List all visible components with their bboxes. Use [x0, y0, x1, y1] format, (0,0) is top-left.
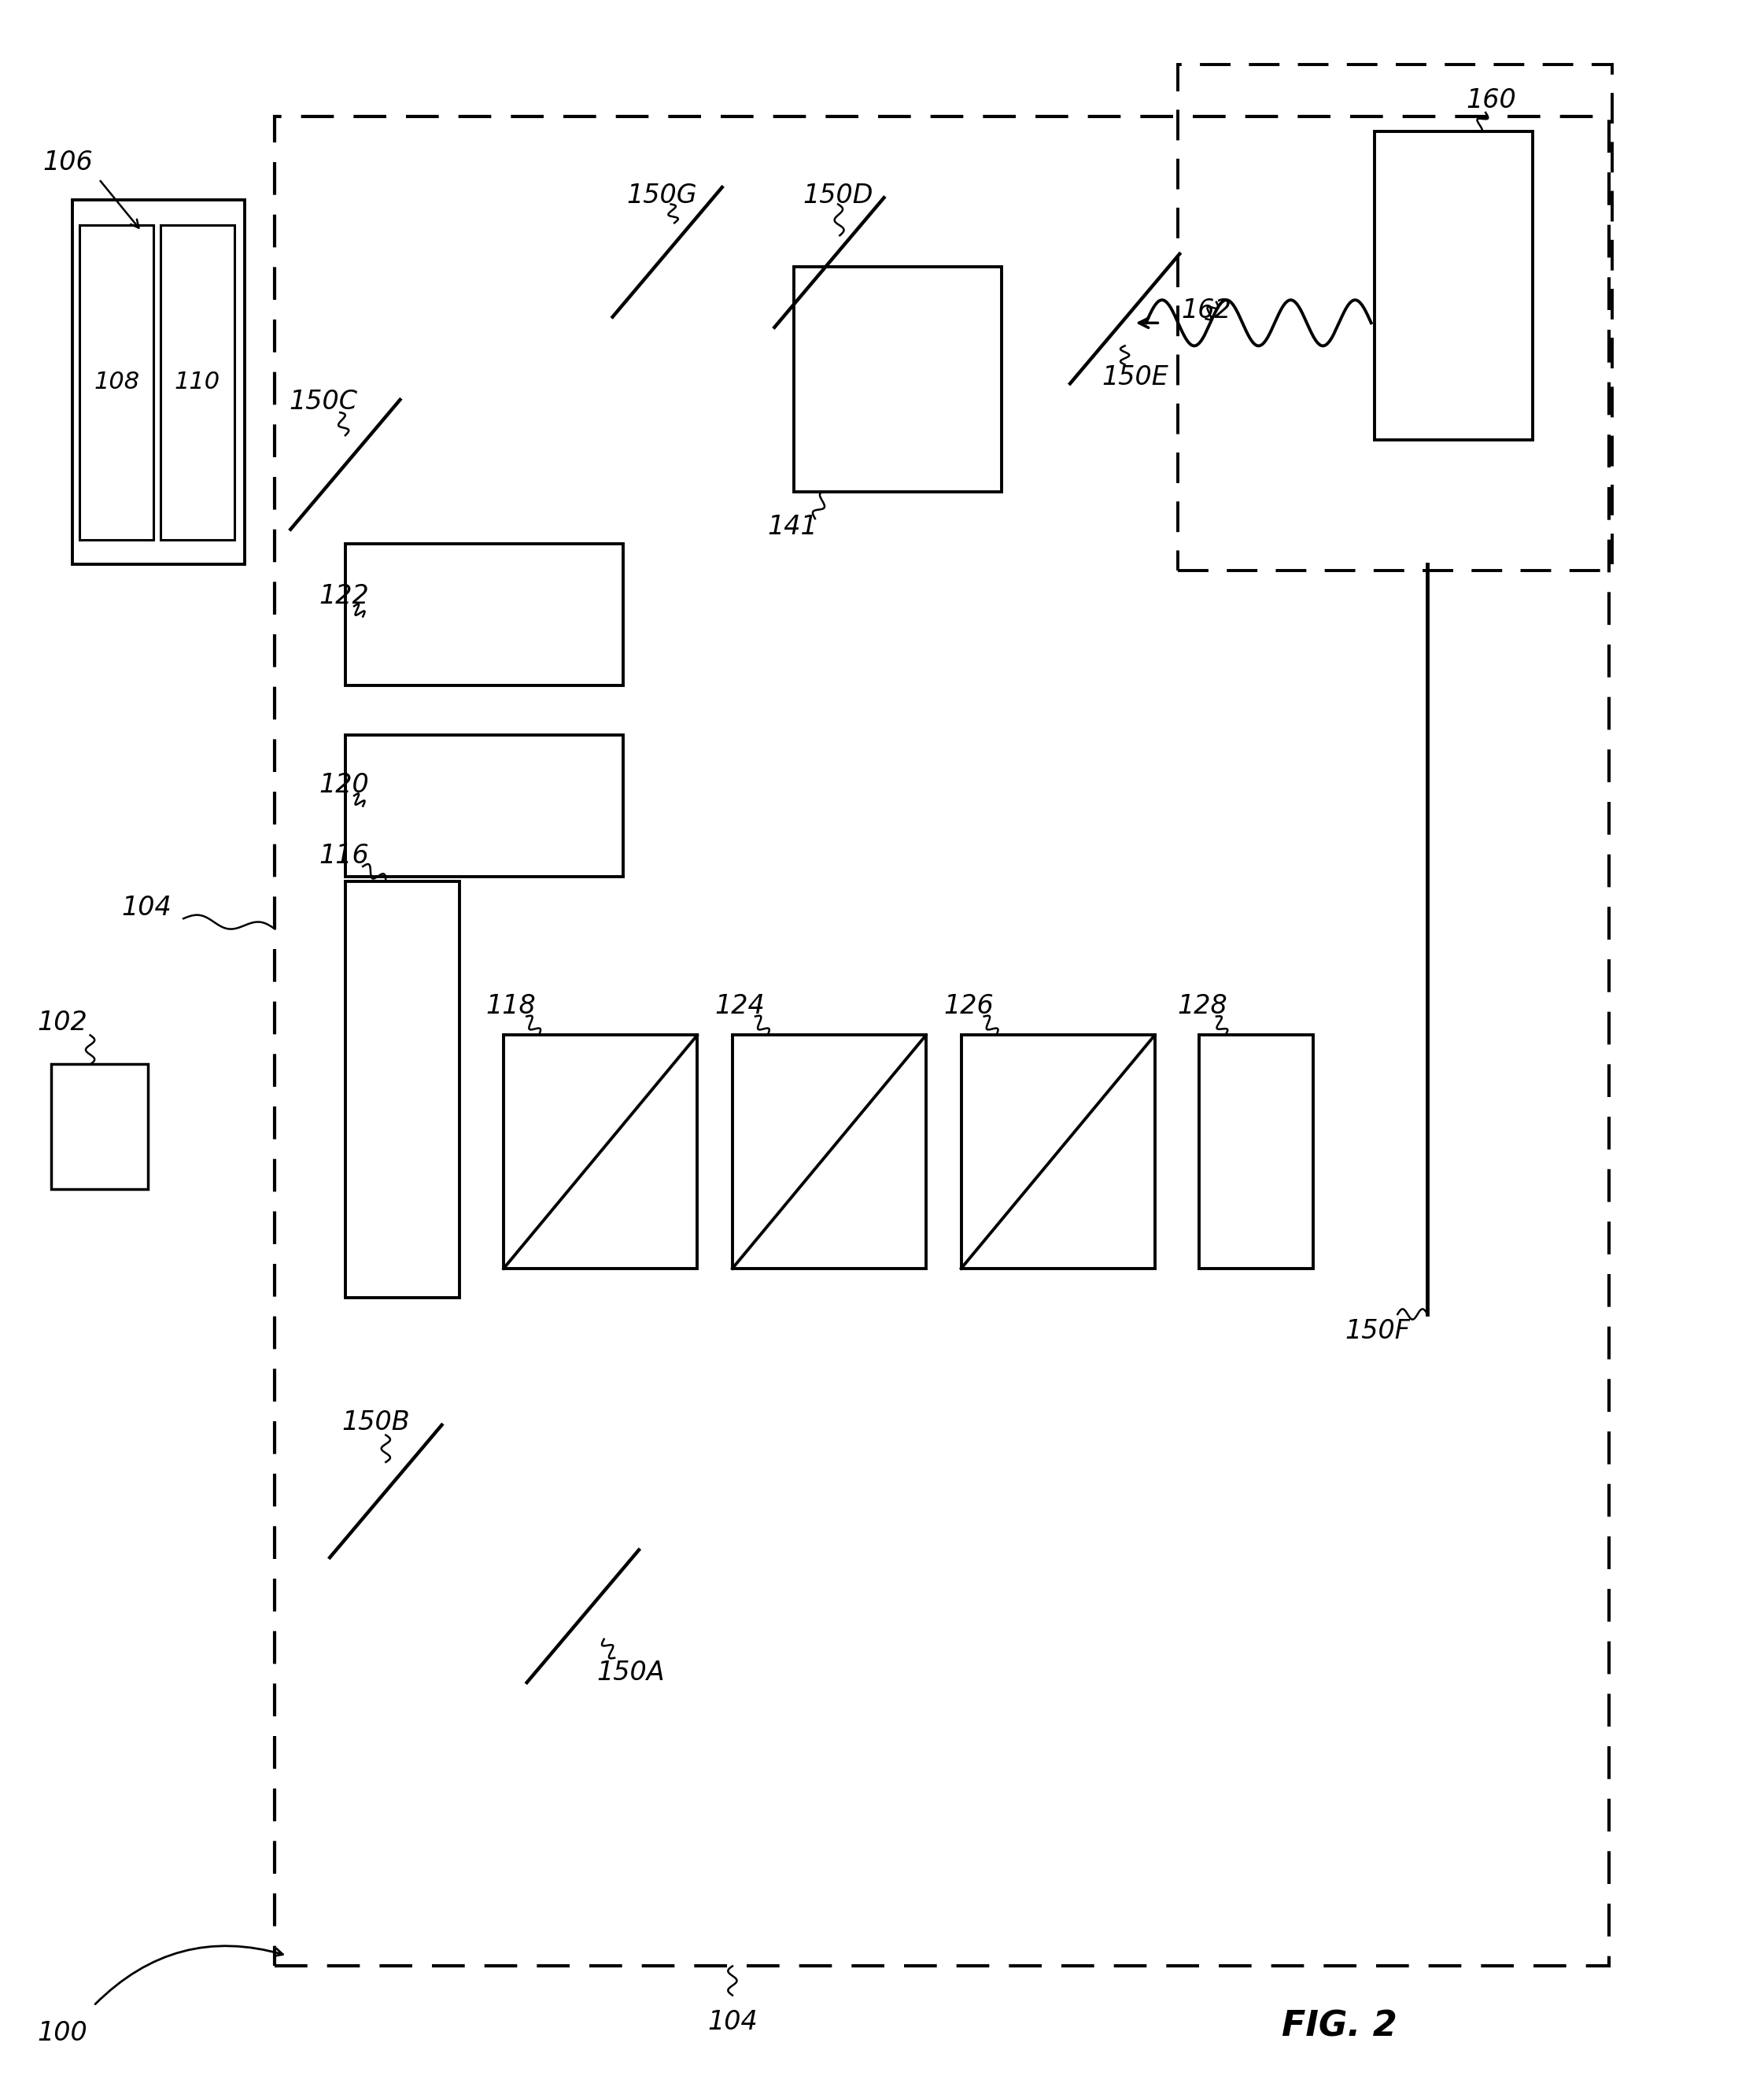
Text: FIG. 2: FIG. 2: [1282, 2010, 1397, 2043]
Bar: [79, 225, 153, 541]
Bar: [161, 225, 235, 541]
Text: 150C: 150C: [289, 388, 358, 415]
Text: 122: 122: [319, 582, 369, 609]
Text: 100: 100: [37, 2020, 88, 2045]
Text: 150G: 150G: [626, 184, 697, 209]
Text: 104: 104: [122, 895, 173, 920]
Bar: [732, 1035, 926, 1269]
Text: 162: 162: [1182, 298, 1231, 323]
Text: 160: 160: [1466, 88, 1517, 113]
Text: 120: 120: [319, 772, 369, 797]
Text: 108: 108: [93, 371, 139, 394]
Bar: [275, 117, 1609, 1966]
Bar: [346, 881, 460, 1298]
Text: 124: 124: [714, 993, 766, 1018]
Text: 150B: 150B: [342, 1409, 409, 1436]
Text: 150A: 150A: [596, 1659, 665, 1686]
Text: 150F: 150F: [1344, 1317, 1409, 1344]
Text: 110: 110: [175, 371, 220, 394]
Bar: [346, 735, 623, 877]
Text: 116: 116: [319, 843, 369, 868]
Bar: [346, 545, 623, 685]
Text: 106: 106: [42, 150, 93, 175]
Bar: [72, 200, 245, 563]
Text: 150E: 150E: [1102, 363, 1170, 390]
Text: 118: 118: [487, 993, 536, 1018]
Bar: [961, 1035, 1155, 1269]
Bar: [505, 1035, 697, 1269]
Text: 126: 126: [944, 993, 993, 1018]
Text: 128: 128: [1178, 993, 1228, 1018]
Bar: [1200, 1035, 1312, 1269]
Text: 104: 104: [707, 2010, 757, 2035]
Text: 102: 102: [37, 1010, 88, 1035]
Text: 141: 141: [767, 513, 818, 541]
Bar: [51, 1064, 148, 1190]
Bar: [1178, 65, 1612, 570]
Text: 150D: 150D: [803, 184, 873, 209]
Bar: [1374, 131, 1533, 440]
Bar: [794, 267, 1002, 493]
